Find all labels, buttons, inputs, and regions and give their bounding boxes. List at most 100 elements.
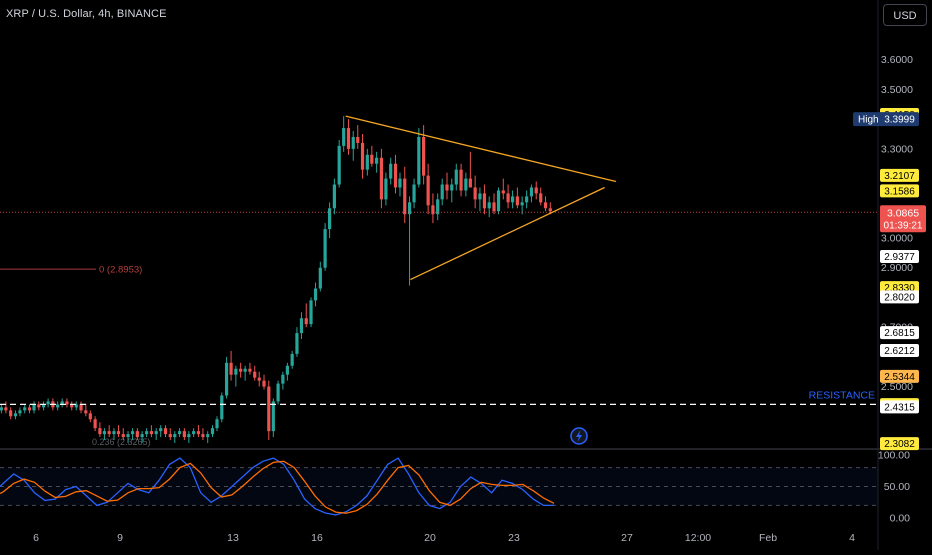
candle[interactable] bbox=[285, 362, 289, 381]
candle[interactable] bbox=[177, 428, 182, 438]
candle[interactable] bbox=[229, 350, 233, 381]
candle[interactable] bbox=[239, 362, 243, 378]
candle[interactable] bbox=[206, 431, 210, 444]
candle[interactable] bbox=[37, 401, 41, 411]
candle[interactable] bbox=[23, 404, 27, 414]
candle[interactable] bbox=[234, 365, 238, 387]
candle[interactable] bbox=[130, 428, 135, 441]
candle[interactable] bbox=[135, 428, 139, 441]
candle[interactable] bbox=[98, 422, 102, 438]
candle[interactable] bbox=[224, 356, 229, 399]
candle[interactable] bbox=[478, 187, 482, 212]
candle[interactable] bbox=[243, 365, 247, 381]
candle[interactable] bbox=[121, 428, 125, 441]
candle[interactable] bbox=[299, 312, 304, 340]
lightning-icon[interactable] bbox=[570, 427, 588, 445]
candle[interactable] bbox=[323, 223, 327, 271]
candle[interactable] bbox=[215, 416, 219, 432]
candle[interactable] bbox=[534, 181, 538, 200]
candle[interactable] bbox=[496, 187, 501, 215]
candle[interactable] bbox=[163, 425, 168, 438]
candle[interactable] bbox=[346, 119, 351, 155]
candle[interactable] bbox=[18, 407, 22, 417]
candle[interactable] bbox=[407, 196, 412, 286]
candle[interactable] bbox=[412, 178, 416, 209]
candle[interactable] bbox=[116, 425, 121, 438]
stoch-k-line[interactable] bbox=[0, 457, 554, 516]
candle[interactable] bbox=[295, 327, 299, 357]
candle[interactable] bbox=[149, 425, 154, 438]
candle[interactable] bbox=[79, 401, 83, 414]
candle[interactable] bbox=[112, 428, 116, 441]
candle[interactable] bbox=[506, 184, 510, 209]
candle[interactable] bbox=[13, 410, 18, 420]
candle[interactable] bbox=[304, 303, 308, 328]
candle[interactable] bbox=[464, 172, 468, 197]
candle[interactable] bbox=[281, 371, 285, 390]
candle[interactable] bbox=[529, 184, 534, 203]
candle[interactable] bbox=[253, 365, 257, 381]
candle[interactable] bbox=[88, 410, 92, 423]
candle[interactable] bbox=[510, 190, 515, 209]
currency-button[interactable]: USD bbox=[883, 4, 927, 26]
candle[interactable] bbox=[27, 404, 32, 414]
candle[interactable] bbox=[313, 282, 318, 307]
triangle-upper-line[interactable] bbox=[345, 115, 617, 183]
candle[interactable] bbox=[384, 172, 388, 206]
candle[interactable] bbox=[159, 425, 163, 438]
candle[interactable] bbox=[370, 145, 374, 167]
candle[interactable] bbox=[393, 154, 398, 194]
candle[interactable] bbox=[145, 428, 149, 438]
stoch-d-line[interactable] bbox=[0, 460, 555, 514]
candle[interactable] bbox=[440, 178, 444, 206]
candle[interactable] bbox=[276, 380, 280, 405]
candle[interactable] bbox=[445, 172, 449, 200]
candle[interactable] bbox=[201, 428, 205, 441]
candle[interactable] bbox=[168, 428, 172, 441]
candle[interactable] bbox=[318, 261, 322, 292]
candle[interactable] bbox=[182, 428, 186, 441]
candle[interactable] bbox=[356, 125, 360, 149]
candle[interactable] bbox=[492, 193, 496, 215]
candle[interactable] bbox=[9, 407, 13, 420]
candle[interactable] bbox=[482, 184, 487, 215]
candle[interactable] bbox=[42, 401, 46, 411]
candle[interactable] bbox=[389, 157, 393, 185]
candle[interactable] bbox=[375, 151, 379, 173]
candle[interactable] bbox=[248, 362, 252, 375]
candle[interactable] bbox=[398, 172, 402, 197]
candle[interactable] bbox=[309, 297, 313, 328]
candle[interactable] bbox=[56, 401, 60, 411]
candle[interactable] bbox=[187, 431, 191, 444]
candle[interactable] bbox=[173, 431, 177, 444]
candle[interactable] bbox=[4, 401, 8, 414]
candle[interactable] bbox=[192, 428, 196, 438]
candle[interactable] bbox=[267, 380, 271, 441]
candle[interactable] bbox=[487, 196, 491, 218]
candle[interactable] bbox=[539, 187, 543, 206]
candle[interactable] bbox=[379, 148, 384, 209]
triangle-lower-line[interactable] bbox=[410, 186, 605, 281]
candle[interactable] bbox=[102, 428, 107, 441]
candle[interactable] bbox=[93, 416, 97, 432]
candle[interactable] bbox=[426, 163, 430, 215]
candle[interactable] bbox=[501, 178, 505, 200]
candle[interactable] bbox=[454, 163, 458, 191]
candle[interactable] bbox=[257, 371, 261, 387]
candle[interactable] bbox=[332, 178, 336, 215]
candle[interactable] bbox=[543, 196, 548, 212]
candle[interactable] bbox=[515, 187, 519, 209]
candle[interactable] bbox=[403, 166, 407, 224]
candle[interactable] bbox=[46, 398, 50, 408]
candle[interactable] bbox=[525, 190, 529, 209]
candle[interactable] bbox=[196, 425, 201, 438]
candle[interactable] bbox=[431, 193, 435, 224]
candle[interactable] bbox=[65, 398, 69, 408]
candle[interactable] bbox=[60, 398, 64, 408]
candle[interactable] bbox=[70, 401, 74, 411]
candle[interactable] bbox=[337, 139, 341, 188]
candle[interactable] bbox=[290, 350, 294, 369]
candle[interactable] bbox=[126, 431, 130, 444]
